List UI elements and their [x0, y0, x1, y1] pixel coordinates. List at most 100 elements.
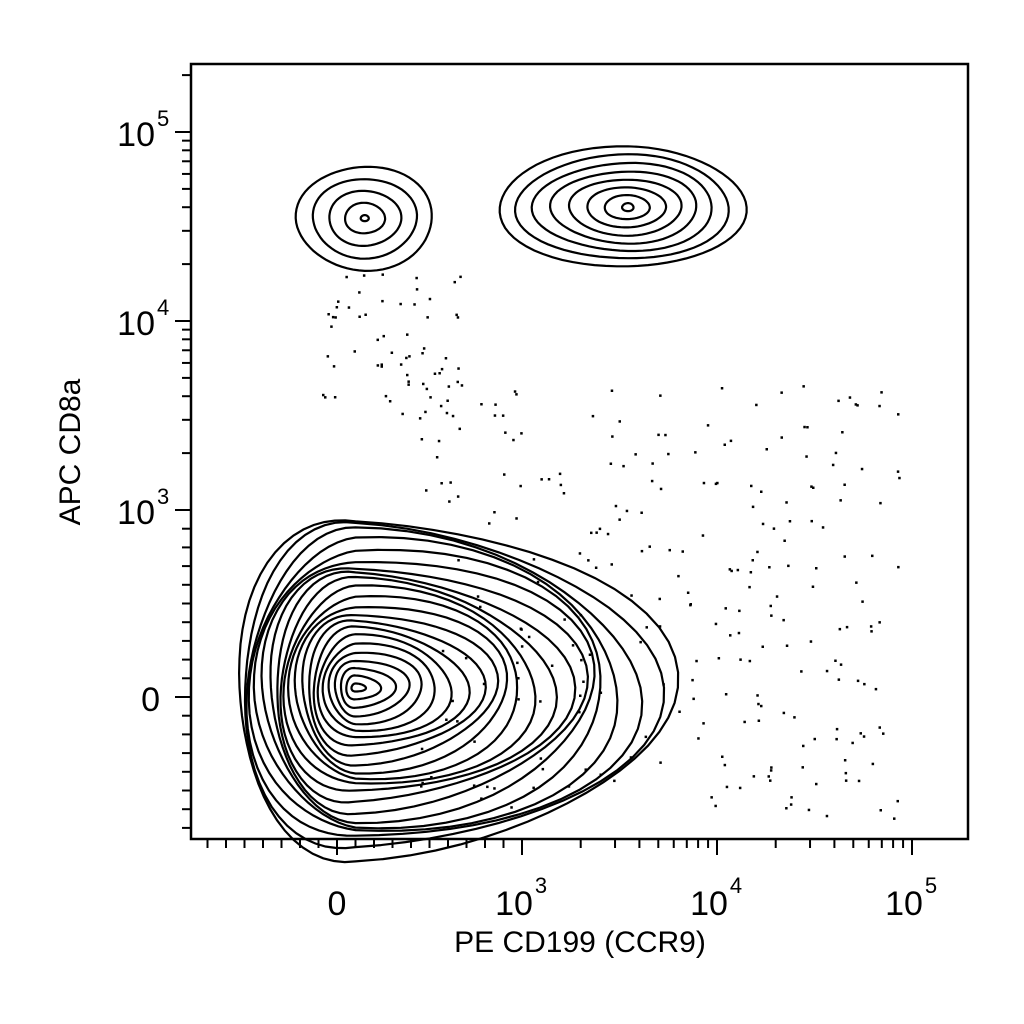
event-dot: [445, 411, 449, 415]
event-dot: [882, 732, 885, 735]
event-dot: [406, 333, 409, 336]
event-dot: [739, 658, 742, 661]
contour-line: [252, 548, 602, 830]
event-dot: [324, 396, 327, 399]
event-dot: [644, 735, 648, 739]
event-dot: [760, 704, 763, 708]
event-dot: [893, 817, 896, 820]
event-dot: [755, 403, 758, 407]
event-dot: [721, 755, 724, 758]
contour-line: [621, 202, 635, 213]
event-dot: [582, 680, 585, 683]
event-dot: [896, 799, 899, 803]
contour-line: [311, 178, 419, 260]
event-dot: [448, 500, 451, 503]
event-dot: [728, 568, 732, 571]
event-dot: [456, 495, 460, 498]
event-dot: [835, 737, 838, 741]
event-dot: [856, 404, 859, 407]
event-dot: [767, 775, 770, 778]
y-tick-label: 10 4: [117, 295, 169, 343]
event-dot: [844, 779, 848, 782]
event-dot: [725, 785, 729, 789]
event-dot: [512, 438, 515, 442]
event-dot: [435, 456, 439, 459]
event-dot: [878, 404, 881, 408]
event-dot: [563, 618, 566, 621]
x-tick-label: 10 3: [495, 873, 547, 923]
contour-line: [498, 145, 748, 268]
event-dot: [805, 455, 808, 458]
event-dot: [486, 785, 489, 789]
event-dot: [793, 716, 796, 719]
event-dot: [588, 653, 592, 656]
event-dot: [812, 486, 815, 489]
event-dot: [415, 276, 418, 280]
event-dot: [327, 313, 330, 316]
event-dot: [706, 424, 710, 427]
event-dot: [519, 484, 522, 488]
event-dot: [730, 569, 733, 573]
event-dot: [520, 645, 524, 648]
event-dot: [433, 372, 437, 375]
event-dot: [421, 781, 424, 785]
event-dot: [678, 710, 681, 713]
event-dot: [738, 609, 741, 613]
event-dot: [874, 687, 878, 691]
x-tick-label: 10 5: [885, 873, 937, 923]
event-dot: [376, 364, 380, 367]
event-dot: [769, 604, 772, 608]
event-dot: [445, 718, 448, 721]
event-dot: [697, 737, 700, 740]
event-dot: [811, 585, 815, 588]
event-dot: [406, 373, 409, 377]
event-dot: [658, 625, 662, 628]
event-dot: [648, 545, 651, 548]
event-dot: [440, 482, 443, 485]
event-dot: [539, 700, 542, 703]
contour-line: [530, 161, 713, 253]
event-dot: [599, 691, 603, 694]
event-dot: [322, 393, 325, 397]
event-dot: [854, 403, 858, 406]
event-dot: [750, 484, 753, 488]
event-dot: [440, 367, 444, 371]
event-dot: [686, 591, 690, 594]
event-dot: [480, 797, 483, 800]
event-dot: [751, 559, 754, 562]
x-tick-label: 10 4: [690, 873, 742, 923]
event-dot: [878, 726, 881, 729]
event-dot: [748, 659, 752, 663]
event-dot: [457, 559, 460, 562]
event-dot: [834, 451, 838, 455]
contour-line: [279, 575, 559, 792]
event-dot: [862, 735, 866, 738]
event-dot: [472, 784, 476, 787]
event-dot: [532, 786, 535, 790]
event-dot: [748, 585, 751, 589]
event-dot: [333, 396, 337, 399]
event-dot: [453, 280, 456, 284]
event-dot: [571, 644, 575, 647]
y-axis-minor-ticks: [175, 74, 191, 829]
event-dot: [815, 782, 818, 786]
svg-text:4: 4: [157, 295, 169, 320]
event-dot: [770, 614, 773, 617]
event-dot: [430, 776, 433, 779]
svg-text:10: 10: [117, 116, 155, 154]
outlier-dots-layer: [322, 273, 901, 820]
svg-text:5: 5: [925, 873, 937, 898]
event-dot: [422, 347, 426, 350]
event-dot: [667, 452, 670, 456]
event-dot: [785, 644, 789, 647]
event-dot: [482, 682, 486, 686]
event-dot: [558, 472, 562, 476]
event-dot: [839, 499, 842, 502]
event-dot: [848, 396, 852, 399]
event-dot: [493, 414, 497, 417]
event-dot: [610, 389, 614, 392]
event-dot: [358, 291, 361, 294]
event-dot: [334, 316, 337, 319]
